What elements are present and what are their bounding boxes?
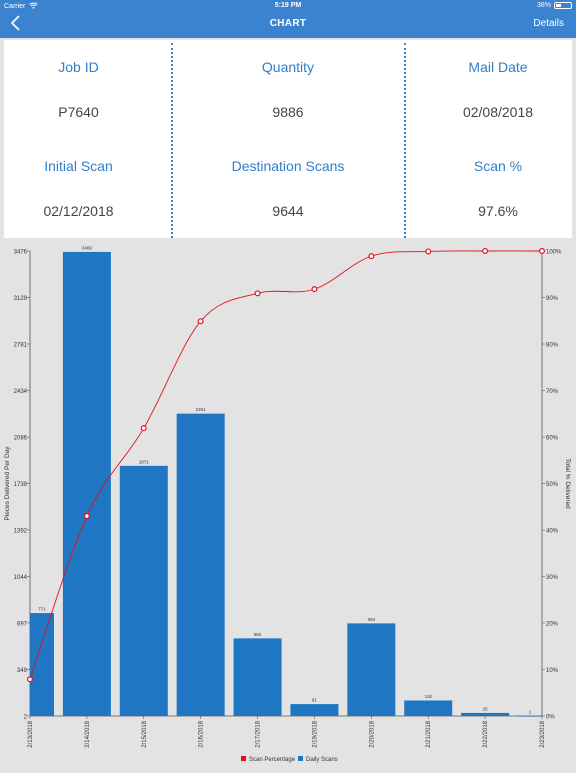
y-tick-label: 2086 bbox=[14, 436, 28, 442]
bar-value-label: 91 bbox=[312, 698, 318, 703]
scan-percent-label: Scan % bbox=[473, 158, 523, 174]
job-summary-panel: Job ID P7640 Quantity 9886 Mail Date 02/… bbox=[4, 40, 572, 238]
bar-value-label: 771 bbox=[38, 607, 46, 612]
y2-tick-label: 100% bbox=[546, 250, 562, 256]
bar-value-label: 694 bbox=[368, 617, 376, 622]
y2-axis-title: Total % Delivered bbox=[564, 458, 571, 509]
initial-scan-value: 02/12/2018 bbox=[43, 203, 114, 219]
y-tick-label: 697 bbox=[17, 622, 28, 628]
bar bbox=[347, 623, 396, 716]
y-tick-label: 2 bbox=[24, 715, 28, 721]
bar bbox=[176, 413, 225, 716]
page-title: CHART bbox=[269, 18, 307, 29]
y-tick-label: 1044 bbox=[14, 575, 28, 581]
x-tick-label: 2/20/2018 bbox=[369, 720, 375, 747]
bar bbox=[404, 700, 453, 716]
bar bbox=[290, 704, 339, 716]
y-tick-label: 2781 bbox=[14, 343, 28, 349]
x-tick-label: 2/17/2018 bbox=[256, 720, 262, 747]
y2-tick-label: 0% bbox=[546, 715, 555, 721]
destination-scans-value: 9644 bbox=[272, 203, 304, 219]
delivery-chart: 3476 3129 2781 2434 2086 1739 1392 1044 697 349 2 1… bbox=[0, 241, 576, 768]
details-button[interactable]: Details bbox=[533, 18, 564, 29]
carrier-label: Carrier bbox=[4, 3, 26, 10]
y-tick-label: 2434 bbox=[14, 389, 28, 395]
delivery-chart-svg: 3476 3129 2781 2434 2086 1739 1392 1044 697 349 2 1… bbox=[4, 245, 571, 763]
legend-label-daily-scans: Daily Scans bbox=[306, 757, 338, 763]
scan-percentage-line bbox=[29, 250, 543, 680]
scan-percentage-point bbox=[254, 290, 261, 297]
bar-value-label: 25 bbox=[483, 706, 489, 711]
back-button[interactable] bbox=[10, 14, 30, 36]
scan-percentage-point bbox=[27, 676, 34, 683]
job-id-label: Job ID bbox=[58, 59, 99, 75]
bar bbox=[119, 465, 168, 716]
status-time: 5:19 PM bbox=[274, 2, 302, 9]
scan-percentage-point bbox=[482, 247, 489, 255]
initial-scan-label: Initial Scan bbox=[44, 158, 113, 174]
job-id-value: P7640 bbox=[58, 104, 99, 120]
x-tick-label: 2/15/2018 bbox=[142, 720, 148, 747]
scan-percentage-point bbox=[538, 247, 545, 255]
bar-value-label: 2261 bbox=[196, 407, 207, 412]
quantity-value: 9886 bbox=[272, 104, 304, 120]
scan-percentage-point bbox=[311, 286, 318, 293]
y2-tick-label: 50% bbox=[546, 482, 559, 488]
scan-percentage-point bbox=[368, 253, 375, 260]
y2-tick-label: 60% bbox=[546, 436, 559, 442]
y-tick-label: 1739 bbox=[14, 482, 28, 488]
y2-tick-label: 30% bbox=[546, 575, 559, 581]
wifi-icon bbox=[29, 2, 39, 11]
status-bar: Carrier 5:19 PM 38% bbox=[0, 0, 576, 12]
scan-percentage-point bbox=[197, 318, 204, 325]
y-tick-label: 3129 bbox=[14, 296, 28, 302]
x-tick-label: 2/13/2018 bbox=[28, 720, 34, 747]
bar-value-label: 1871 bbox=[139, 459, 150, 464]
scan-percentage-point bbox=[425, 248, 432, 255]
quantity-label: Quantity bbox=[261, 59, 315, 75]
bar-value-label: 582 bbox=[254, 632, 262, 637]
y2-tick-label: 40% bbox=[546, 529, 559, 535]
y-tick-label: 1392 bbox=[14, 529, 28, 535]
legend-swatch-daily-scans bbox=[298, 756, 303, 761]
bar bbox=[30, 613, 54, 716]
bar bbox=[461, 712, 510, 716]
x-tick-label: 2/16/2018 bbox=[199, 720, 205, 747]
y-axis-title: Pieces Delivered Per Day bbox=[4, 446, 11, 521]
y2-tick-label: 10% bbox=[546, 668, 559, 674]
y-tick-label: 349 bbox=[17, 668, 28, 674]
column-divider bbox=[171, 43, 173, 238]
bar bbox=[233, 638, 282, 716]
y-tick-label: 3476 bbox=[14, 250, 28, 256]
legend-label-scan-percentage: Scan Percentage bbox=[249, 757, 296, 763]
scan-percentage-point bbox=[83, 513, 90, 520]
navigation-bar: Carrier 5:19 PM 38% CHART Details bbox=[0, 0, 576, 38]
bar-value-label: 3469 bbox=[82, 245, 93, 250]
chevron-left-icon bbox=[10, 15, 20, 31]
destination-scans-label: Destination Scans bbox=[231, 158, 345, 174]
y2-tick-label: 20% bbox=[546, 622, 559, 628]
bar bbox=[518, 716, 542, 717]
battery-icon bbox=[554, 2, 572, 9]
mail-date-label: Mail Date bbox=[468, 59, 528, 75]
scan-percent-value: 97.6% bbox=[478, 203, 518, 219]
x-tick-label: 2/19/2018 bbox=[312, 720, 318, 747]
y2-tick-label: 90% bbox=[546, 296, 559, 302]
y2-tick-label: 80% bbox=[546, 343, 559, 349]
mail-date-value: 02/08/2018 bbox=[462, 104, 534, 120]
bar-value-label: 1 bbox=[529, 710, 532, 715]
x-tick-label: 2/22/2018 bbox=[483, 720, 489, 747]
y2-tick-label: 70% bbox=[546, 389, 559, 395]
legend-swatch-scan-percentage bbox=[241, 756, 246, 761]
x-tick-label: 2/23/2018 bbox=[540, 720, 546, 747]
battery-percent: 38% bbox=[536, 2, 551, 9]
x-tick-label: 2/14/2018 bbox=[85, 720, 91, 747]
nav-row: CHART Details bbox=[0, 12, 576, 38]
bar bbox=[62, 251, 111, 717]
x-tick-label: 2/21/2018 bbox=[426, 720, 432, 747]
scan-percentage-point bbox=[140, 425, 147, 432]
bar-value-label: 118 bbox=[425, 694, 433, 699]
column-divider bbox=[404, 43, 406, 238]
